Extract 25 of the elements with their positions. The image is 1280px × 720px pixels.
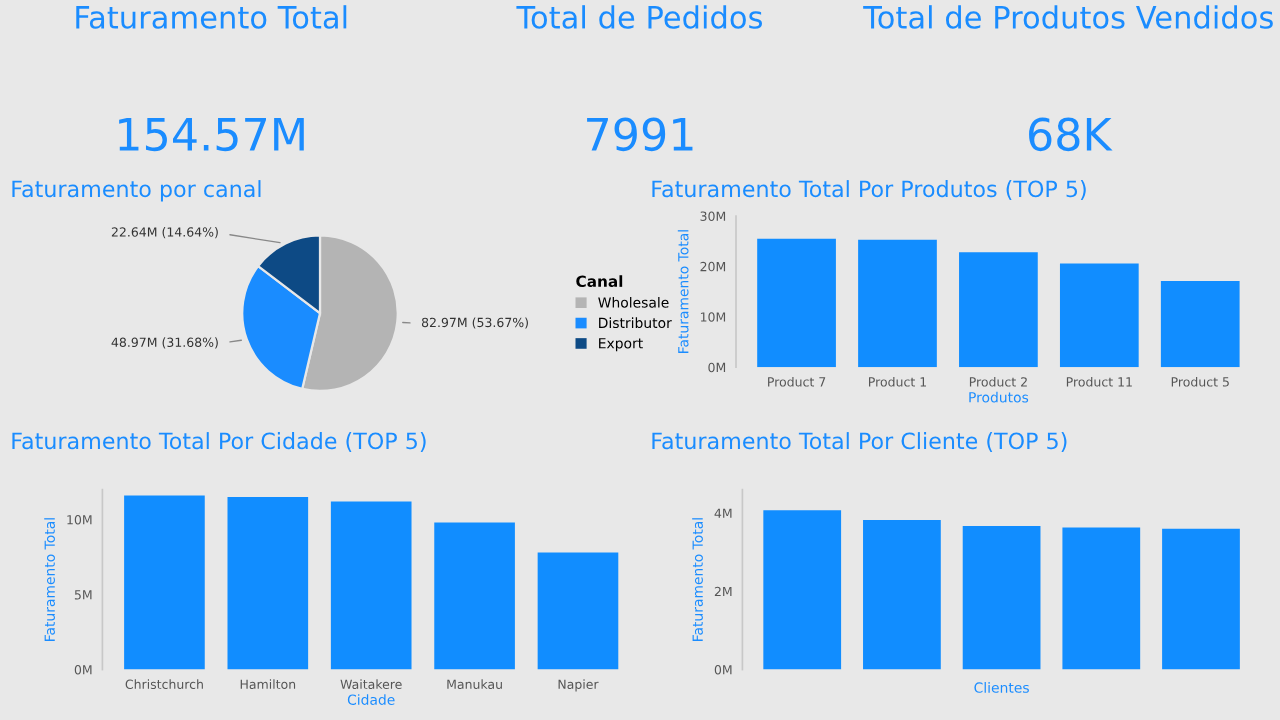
bar [858, 239, 937, 368]
bar [763, 510, 842, 670]
bar [1059, 263, 1139, 368]
text: 68K [1029, 117, 1113, 152]
chart-title: Faturamento Total Por Cidade (TOP 5) [12, 432, 426, 452]
text: 7991 [587, 117, 693, 152]
bar [330, 501, 412, 670]
text: Total de Pedidos [516, 5, 762, 29]
bar [434, 522, 515, 670]
bar [1160, 281, 1240, 368]
text: Faturamento Total [76, 5, 347, 29]
text: Total de Produtos Vendidos [863, 5, 1273, 29]
bar [757, 238, 836, 368]
bar [1162, 528, 1240, 670]
bar [537, 552, 619, 670]
chart-title: Faturamento Total Por Cliente (TOP 5) [652, 432, 1067, 452]
bar [124, 495, 205, 670]
bar [1062, 527, 1141, 670]
bar [863, 520, 941, 670]
chart-title: Faturamento Total Por Produtos (TOP 5) [652, 180, 1086, 200]
bar [962, 525, 1041, 670]
text: 154.57M [119, 118, 304, 152]
bar [227, 497, 309, 670]
bar [959, 252, 1038, 368]
chart-title: Faturamento por canal [12, 180, 261, 202]
